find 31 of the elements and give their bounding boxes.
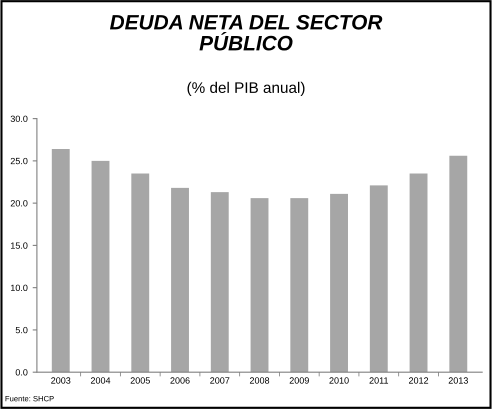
x-tick-label: 2013 — [448, 377, 468, 384]
x-tick-label: 2010 — [329, 377, 349, 384]
bar — [370, 185, 388, 372]
y-tick-label: 20.0 — [10, 200, 28, 206]
y-tick-label: 25.0 — [10, 158, 28, 164]
x-tick-label: 2004 — [90, 377, 110, 384]
y-tick-label: 5.0 — [16, 326, 28, 334]
x-tick-label: 2011 — [370, 377, 388, 384]
bar — [52, 149, 70, 372]
bar — [449, 156, 468, 372]
bar — [210, 192, 229, 372]
x-tick-label: 2012 — [408, 377, 428, 384]
x-tick-label: 2009 — [290, 377, 309, 384]
chart-subtitle: (% del PIB anual) — [188, 82, 304, 96]
bar — [250, 198, 268, 372]
bar — [92, 160, 110, 372]
bar — [171, 188, 189, 372]
bar — [330, 194, 348, 372]
x-tick-label: 2008 — [250, 377, 270, 384]
chart-title: DEUDA NETA DEL SECTOR PÚBLICO — [110, 14, 382, 51]
bar — [131, 174, 150, 372]
y-tick-label: 15.0 — [10, 242, 28, 249]
y-tick-label: 30.0 — [10, 116, 28, 122]
bar — [290, 198, 308, 372]
x-tick-label: 2005 — [130, 377, 150, 384]
x-tick-label: 2006 — [170, 377, 190, 384]
y-tick-label: 0.0 — [16, 369, 28, 376]
y-tick-label: 10.0 — [10, 284, 28, 292]
x-tick-label: 2007 — [210, 377, 230, 384]
bar — [410, 174, 428, 372]
x-tick-label: 2003 — [51, 377, 70, 384]
